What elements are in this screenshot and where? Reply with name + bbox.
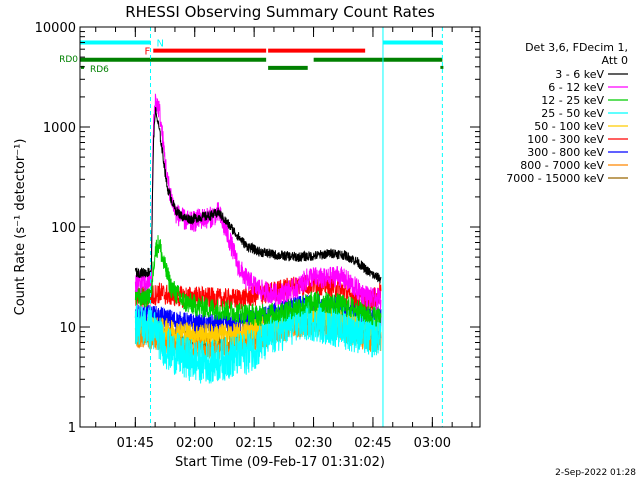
y-tick-label: 1000 xyxy=(43,121,76,136)
legend-label: 100 - 300 keV xyxy=(527,133,604,146)
legend-header-line-1: Det 3,6, FDecim 1, xyxy=(525,41,628,54)
flag-label-n: N xyxy=(156,38,163,49)
legend-label: 800 - 7000 keV xyxy=(520,159,604,172)
legend-label: 12 - 25 keV xyxy=(541,94,604,107)
x-axis: 01:45 02:00 02:15 02:30 02:45 03:00 xyxy=(95,27,473,451)
chart-title: RHESSI Observing Summary Count Rates xyxy=(125,3,435,21)
flag-label-rd6: RD6 xyxy=(90,65,109,75)
y-tick-label: 10000 xyxy=(35,21,76,36)
legend-label: 6 - 12 keV xyxy=(548,81,604,94)
y-axis: 1 10 100 1000 10000 xyxy=(35,21,480,436)
x-tick-label: 02:30 xyxy=(295,436,332,451)
x-tick-label: 03:00 xyxy=(414,436,451,451)
rd6-end-marker xyxy=(440,65,444,69)
plot-content xyxy=(134,93,382,384)
flag-bars: NF RD0 RD6 xyxy=(59,38,444,75)
y-tick-label: 1 xyxy=(68,421,76,436)
legend-label: 3 - 6 keV xyxy=(555,68,604,81)
y-axis-label: Count Rate (s⁻¹ detector⁻¹) xyxy=(13,139,28,316)
flag-label-f: F xyxy=(145,47,151,58)
y-tick-label: 10 xyxy=(59,321,76,336)
legend-label: 25 - 50 keV xyxy=(541,107,604,120)
legend-header-line-2: Att 0 xyxy=(602,54,628,67)
flag-label-rd0: RD0 xyxy=(59,55,78,65)
series-line-25-50-kev xyxy=(134,297,382,384)
legend-label: 50 - 100 keV xyxy=(534,120,604,133)
rd6-start-marker xyxy=(81,65,84,69)
y-tick-label: 100 xyxy=(51,221,76,236)
x-tick-label: 02:45 xyxy=(354,436,391,451)
x-tick-label: 02:15 xyxy=(235,436,272,451)
x-tick-label: 01:45 xyxy=(117,436,154,451)
series-line-3-6-kev xyxy=(134,106,382,284)
footer-date: 2-Sep-2022 01:28 xyxy=(555,468,636,478)
x-axis-label: Start Time (09-Feb-17 01:31:02) xyxy=(175,455,385,470)
x-tick-label: 02:00 xyxy=(176,436,213,451)
series-line-12-25-kev xyxy=(134,235,382,327)
series-line-6-12-kev xyxy=(134,93,382,310)
legend-label: 7000 - 15000 keV xyxy=(506,172,604,185)
legend-label: 300 - 800 keV xyxy=(527,146,604,159)
